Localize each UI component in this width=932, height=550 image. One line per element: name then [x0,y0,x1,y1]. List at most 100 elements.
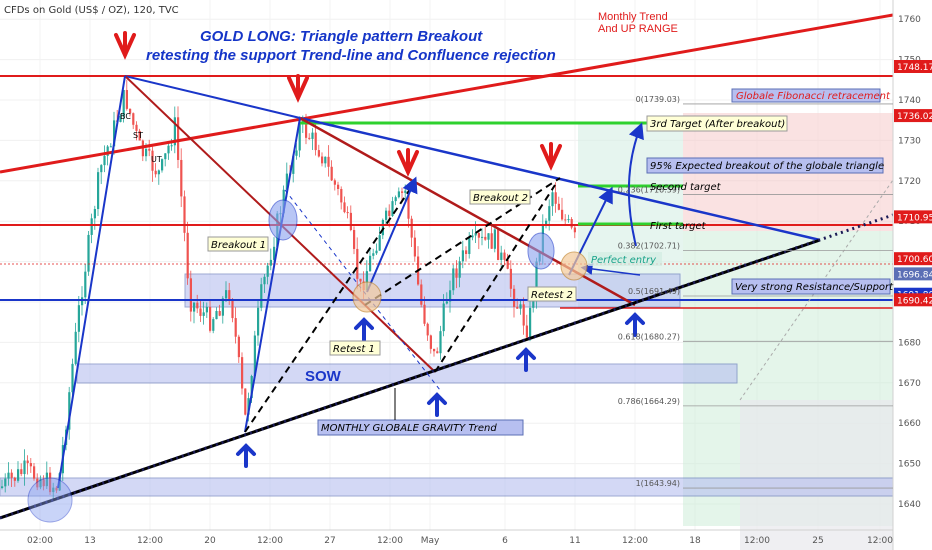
dash-line-1 [244,181,416,433]
circle-retest-1 [352,281,382,313]
price-tag-box [894,293,932,307]
candle-body [205,306,208,313]
candle-body [183,196,186,233]
candle-body [404,190,407,193]
candle-body [273,246,276,260]
up-range-text: And UP RANGE [598,23,678,35]
candle-body [106,146,109,156]
price-tag-box [894,210,932,224]
candle-body [218,311,221,316]
price-tag: 1700.60 [897,255,932,265]
y-tick-label: 1680 [898,338,921,348]
candle-body [263,276,266,285]
candle-body [241,357,244,389]
candle-body [429,335,432,349]
gravity-box [317,419,524,436]
candle-body [436,351,439,354]
candle-body [4,478,7,487]
candle-body [513,288,516,307]
candle-body [90,218,93,235]
candle-body [308,137,311,139]
fib-level-label: 0(1739.03) [636,95,680,104]
candle-body [369,255,372,272]
candle-body [394,197,397,202]
st-label: ST [133,131,143,140]
candle-body [113,120,116,147]
candle-body [551,192,554,207]
y-tick-label: 1640 [898,500,921,510]
x-tick-labels: 02:00 13 12:00 20 12:00 27 12:00 May 6 11 12:00 18 1… [27,536,893,546]
dash-line-4 [284,189,441,391]
candle-body [81,297,84,306]
fib-levels: 0(1739.03) 0.236(1716.59) 0.382(1702.71) 0.… [618,95,893,489]
red-down-arrow [540,142,562,171]
candle-body [337,184,340,189]
candle-body [10,472,13,478]
candle-body [199,308,202,316]
candle-body [317,150,320,157]
x-tick-label: 12:00 [744,536,770,546]
y-tick-label: 1670 [898,379,921,389]
y-tick-label: 1650 [898,460,921,470]
candle-body [375,250,378,254]
candle-body [401,191,404,193]
candle-body [36,478,39,488]
candle-body [189,278,192,312]
candle-body [74,331,77,364]
candle-body [340,188,343,203]
candle-body [353,230,356,249]
candle-body [455,268,458,278]
monthly-trend-line [0,13,894,174]
candle-body [385,210,388,220]
candle-body [365,271,368,291]
ut-label: UT [151,155,162,164]
resistance-text: Very strong Resistance/Support [735,282,894,293]
candle-body [13,477,16,481]
fib-level-label: 0.382(1702.71) [618,242,680,251]
x-tick-label: 12:00 [377,536,403,546]
breakout1-box [207,236,269,252]
candle-body [343,202,346,213]
candle-body [225,290,228,299]
candle-body [157,170,160,175]
circle-breakout-1 [268,199,298,241]
candle-body [471,235,474,238]
blue-up-arrow [516,347,536,372]
candle-body [330,166,333,181]
support-box-bottom [0,477,894,497]
candle-body [573,227,576,233]
candle-body [449,290,452,302]
candle-body [17,469,20,481]
candle-body [52,487,55,493]
candle-body [161,159,164,171]
monthly-trend-text: Monthly Trend [598,11,668,23]
arrow-curve-target [627,122,644,247]
candle-body [442,303,445,332]
y-tick-label: 1730 [898,136,921,146]
candle-body [564,219,567,221]
red-arrows [114,31,562,177]
y-tick-label: 1740 [898,96,921,106]
candle-body [452,268,455,291]
sow-text: SOW [305,368,342,385]
candle-body [97,172,100,210]
candle-body [244,388,247,415]
x-tick-label: 25 [812,536,823,546]
candle-body [321,156,324,164]
candle-body [509,268,512,289]
candle-body [500,252,503,260]
candle-body [311,132,314,139]
x-tick-label: 13 [84,536,95,546]
price-tag: 1696.84 [897,270,932,280]
candle-body [516,306,519,309]
candle-body [269,259,272,266]
candle-body [193,302,196,312]
fib-level-label: 0.618(1680.27) [618,332,680,341]
red-down-arrow [114,31,136,60]
perfect-entry-box [588,252,662,266]
candle-body [119,116,122,122]
candle-body [484,236,487,240]
candle-body [529,307,532,338]
candle-body [7,472,10,479]
